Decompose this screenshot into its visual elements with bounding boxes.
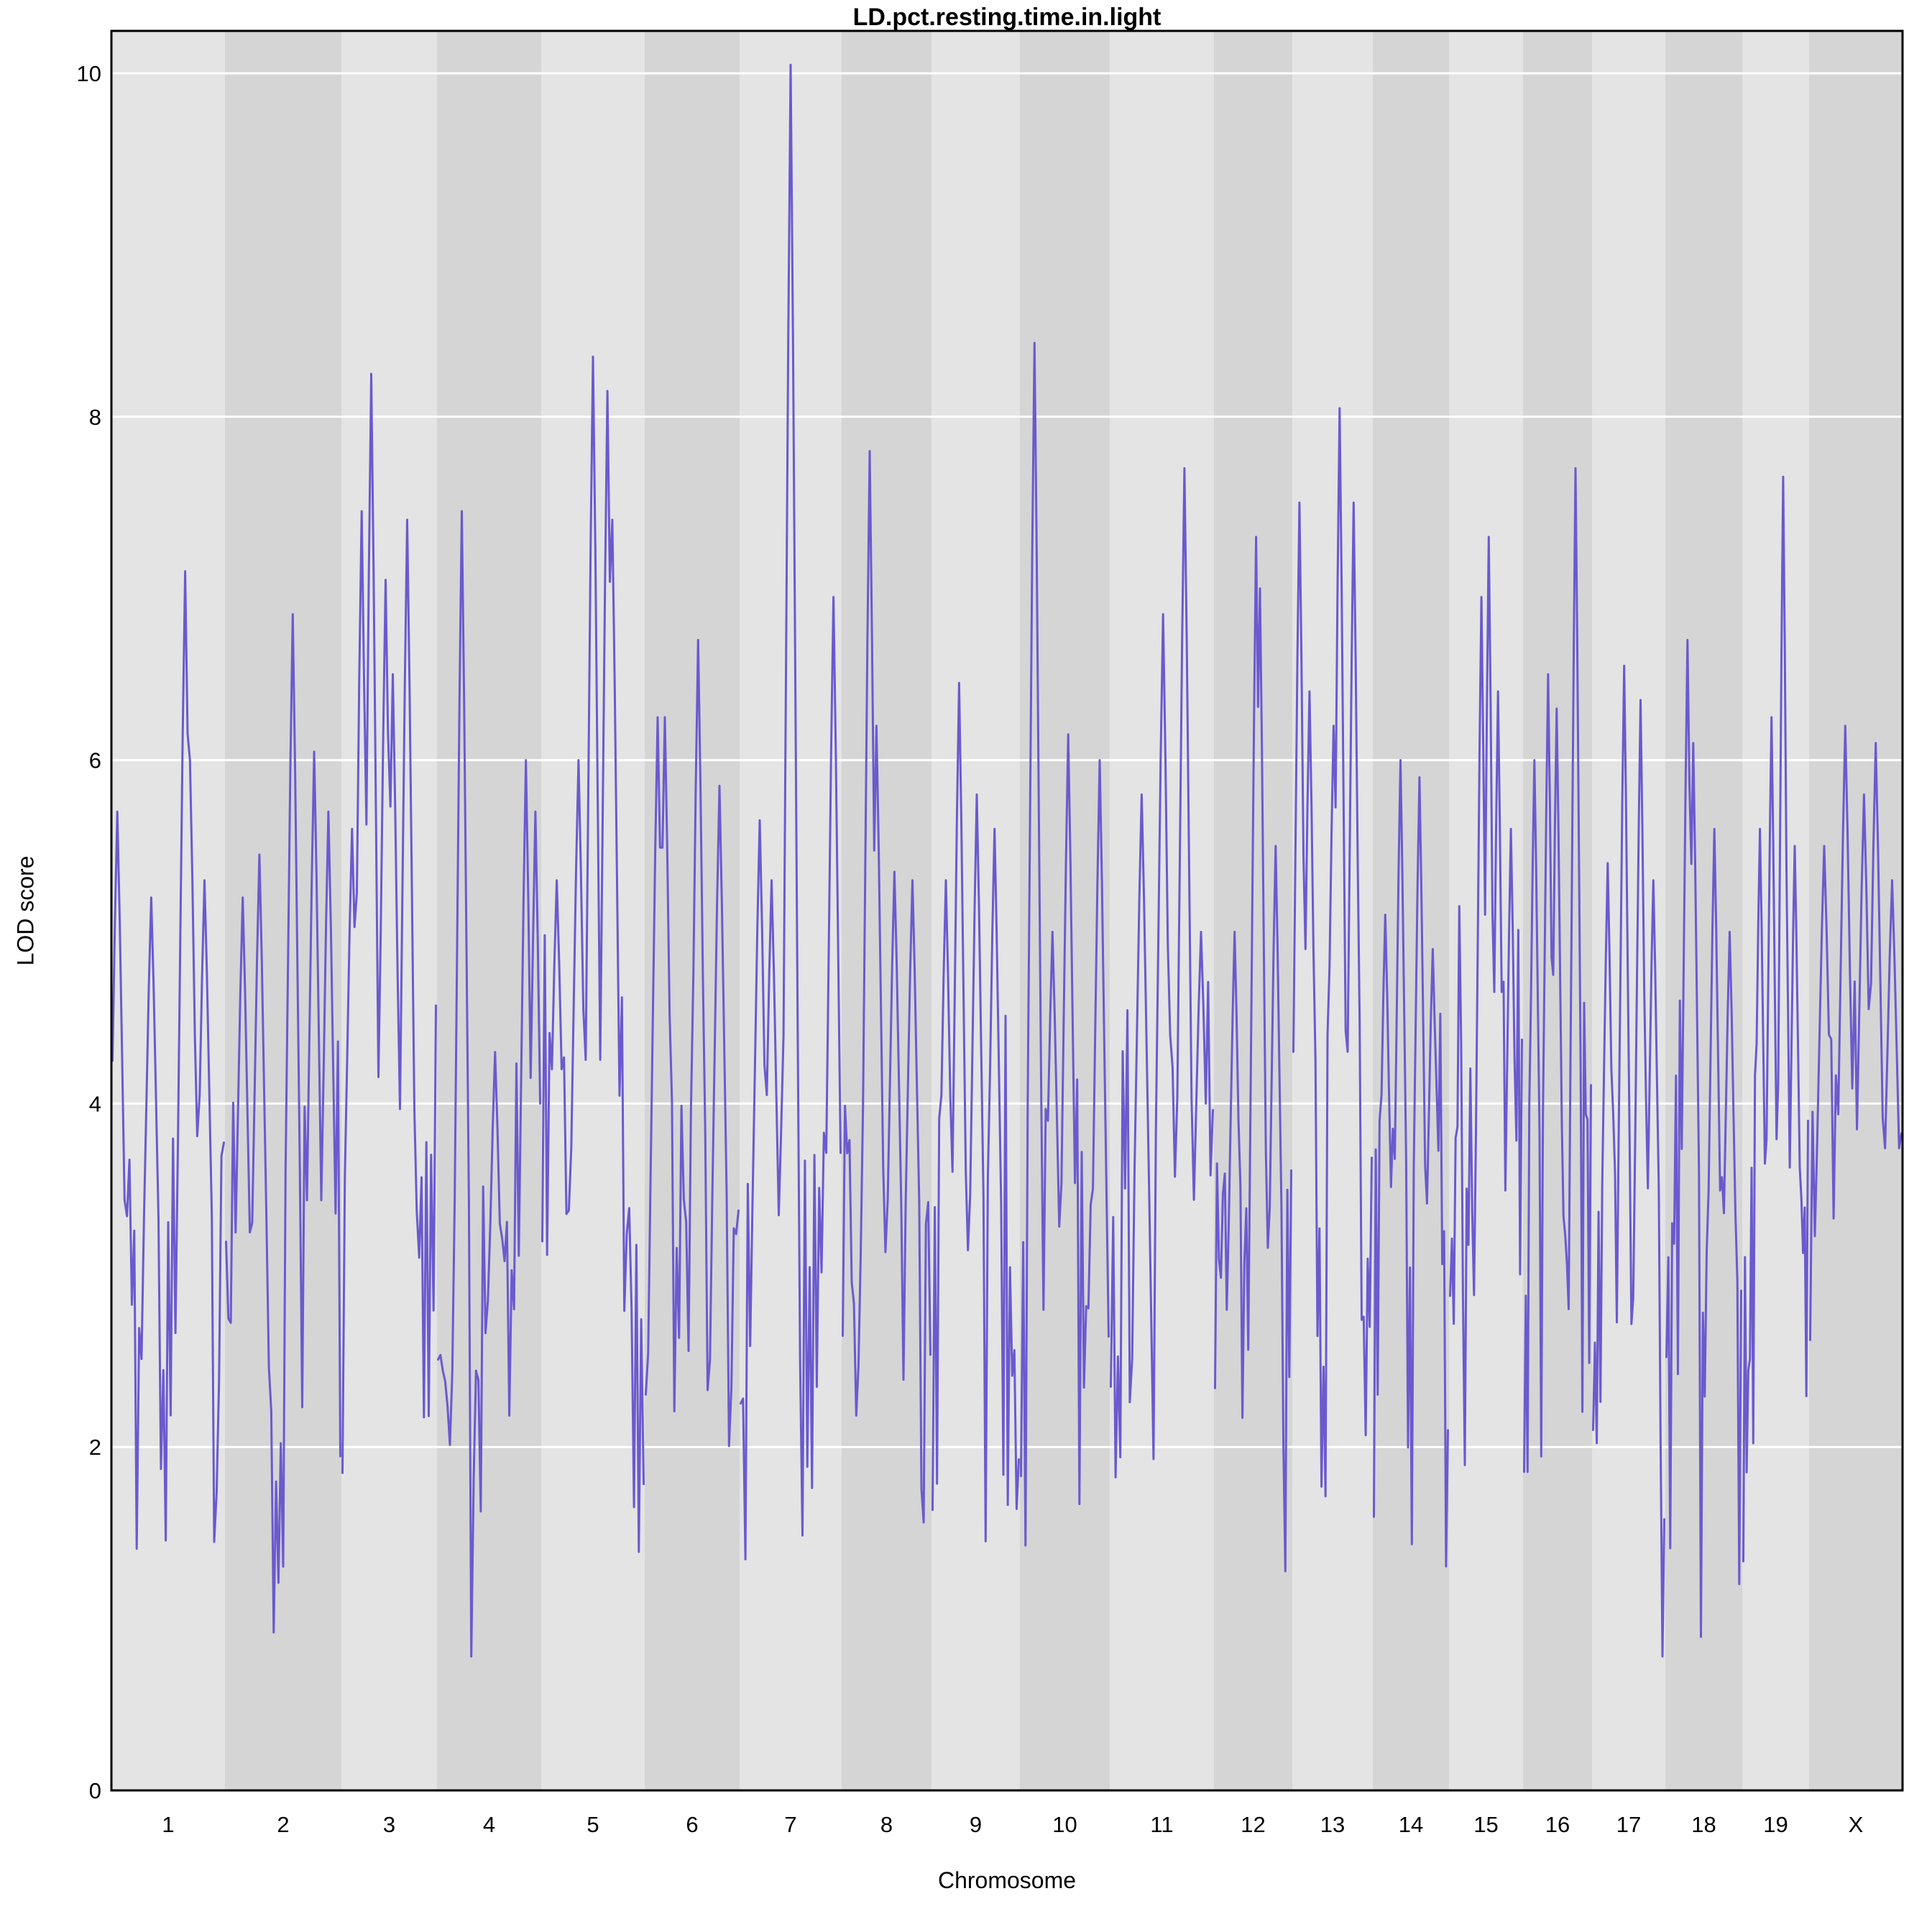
x-tick-label-chr3: 3	[383, 1812, 395, 1837]
lod-trace-chr1	[111, 570, 225, 1550]
x-tick-label-chr9: 9	[970, 1812, 982, 1837]
lod-trace-chr10	[1020, 341, 1110, 1547]
x-tick-label-chr15: 15	[1473, 1812, 1498, 1837]
x-tick-label-chr10: 10	[1052, 1812, 1077, 1837]
chr-band-1	[111, 31, 225, 1790]
x-tick-label-chr5: 5	[586, 1812, 599, 1837]
x-tick-label-chr1: 1	[162, 1812, 174, 1837]
x-tick-label-chr13: 13	[1320, 1812, 1345, 1837]
x-tick-label-chr8: 8	[880, 1812, 893, 1837]
y-tick-label-2: 2	[89, 1435, 101, 1460]
x-tick-label-chr16: 16	[1545, 1812, 1570, 1837]
lod-trace-chr2	[225, 613, 341, 1634]
chr-band-X	[1809, 31, 1903, 1790]
chart-title: LD.pct.resting.time.in.light	[852, 4, 1162, 31]
chr-band-19	[1742, 31, 1809, 1790]
x-tick-label-chr18: 18	[1691, 1812, 1716, 1837]
chr-band-4	[437, 31, 541, 1790]
lod-trace-chr14	[1373, 759, 1449, 1568]
lod-trace-chr5	[541, 355, 645, 1553]
lod-trace-chr12	[1214, 535, 1292, 1573]
chr-band-7	[740, 31, 842, 1790]
lod-trace-chr6	[645, 638, 740, 1448]
x-axis-title: Chromosome	[937, 1867, 1077, 1893]
lod-trace-chr17	[1592, 664, 1665, 1658]
lod-trace-chr11	[1110, 467, 1214, 1478]
x-tick-label-chr14: 14	[1399, 1812, 1423, 1837]
chr-band-16	[1523, 31, 1592, 1790]
lod-trace-chr9	[932, 681, 1020, 1542]
y-tick-label-10: 10	[77, 61, 101, 86]
x-tick-label-chrX: X	[1849, 1812, 1864, 1837]
x-tick-label-chr2: 2	[277, 1812, 289, 1837]
lod-trace-chr4	[437, 510, 541, 1658]
chr-band-6	[645, 31, 740, 1790]
lod-trace-chr19	[1742, 475, 1809, 1563]
lod-trace-chr8	[842, 450, 932, 1524]
lod-trace-chr16	[1523, 467, 1592, 1473]
lod-trace-chr18	[1665, 638, 1742, 1638]
lod-trace-chrX	[1809, 724, 1903, 1341]
x-tick-label-chr17: 17	[1616, 1812, 1641, 1837]
y-tick-label-0: 0	[89, 1778, 101, 1803]
x-tick-label-chr4: 4	[483, 1812, 495, 1837]
x-tick-label-chr12: 12	[1241, 1812, 1265, 1837]
lod-trace-chr15	[1449, 535, 1523, 1466]
lod-trace-chr7	[740, 63, 842, 1560]
chr-band-8	[842, 31, 932, 1790]
x-tick-label-chr6: 6	[686, 1812, 698, 1837]
x-tick-label-chr19: 19	[1763, 1812, 1788, 1837]
y-tick-label-4: 4	[89, 1091, 101, 1116]
chr-band-3	[341, 31, 437, 1790]
y-tick-label-6: 6	[89, 748, 101, 773]
chr-band-11	[1110, 31, 1214, 1790]
chr-band-18	[1665, 31, 1742, 1790]
y-tick-label-8: 8	[89, 405, 101, 430]
x-tick-label-chr11: 11	[1150, 1812, 1173, 1837]
plot-border-box	[110, 29, 1904, 1792]
lod-trace-chr13	[1292, 407, 1373, 1498]
x-tick-label-chr7: 7	[784, 1812, 796, 1837]
lod-trace-chr3	[341, 372, 437, 1474]
